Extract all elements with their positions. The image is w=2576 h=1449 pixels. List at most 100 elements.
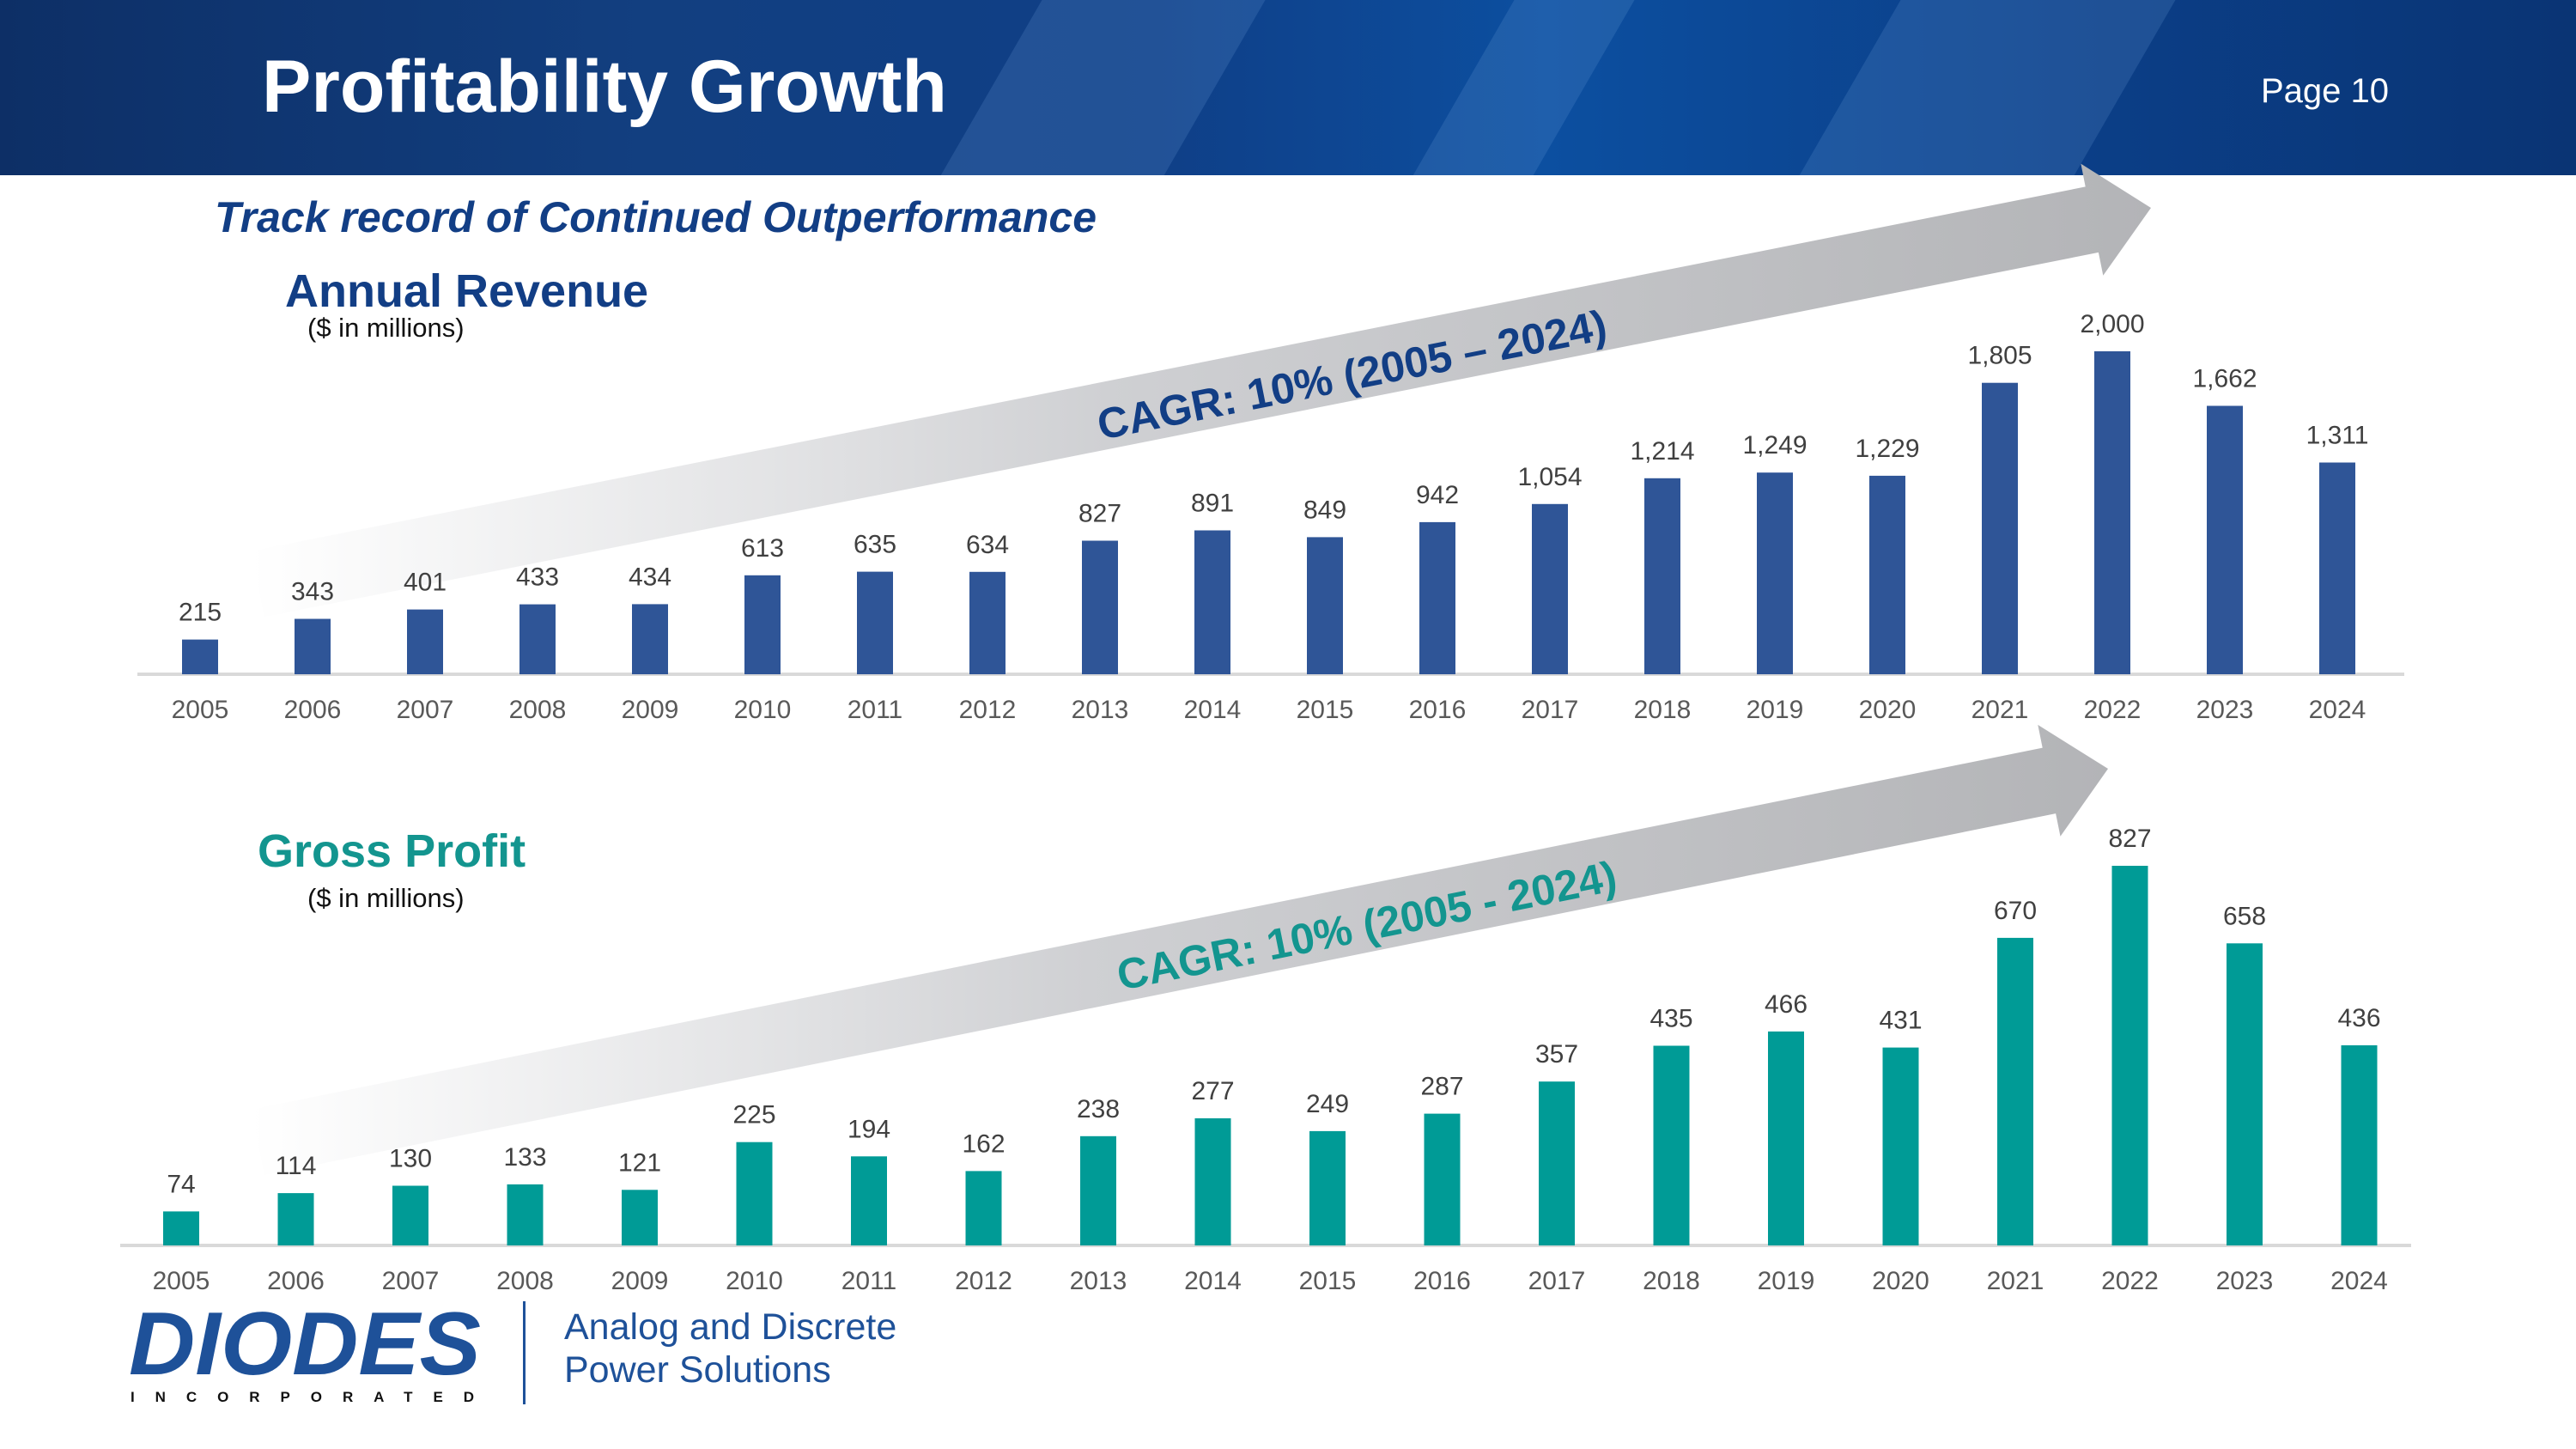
profit-bar xyxy=(1653,1045,1690,1245)
profit-value-label: 435 xyxy=(1649,1005,1692,1033)
profit-tick-label: 2017 xyxy=(1528,1267,1586,1295)
profit-value-label: 357 xyxy=(1535,1040,1578,1068)
revenue-value-label: 1,805 xyxy=(1967,342,2032,370)
profit-bar xyxy=(1194,1118,1231,1245)
profit-value-label: 658 xyxy=(2223,902,2266,930)
profit-bar xyxy=(2111,866,2148,1245)
header-banner: Profitability Growth Page 10 xyxy=(0,0,2576,175)
revenue-tick-label: 2008 xyxy=(509,696,567,724)
profit-value-label: 114 xyxy=(276,1152,317,1180)
profit-tick-label: 2016 xyxy=(1413,1267,1471,1295)
revenue-value-label: 1,662 xyxy=(2192,365,2257,393)
logo-divider xyxy=(523,1301,526,1404)
revenue-bar xyxy=(2207,405,2243,674)
profit-bar xyxy=(163,1211,199,1245)
profit-bar xyxy=(507,1184,544,1245)
revenue-tick-label: 2012 xyxy=(959,696,1017,724)
revenue-bar xyxy=(2319,462,2355,674)
profit-chart-title: Gross Profit xyxy=(258,825,526,877)
revenue-bar xyxy=(1644,478,1680,674)
profit-bar xyxy=(1080,1135,1116,1245)
revenue-tick-label: 2022 xyxy=(2084,696,2142,724)
profit-bar xyxy=(622,1190,658,1245)
revenue-value-label: 635 xyxy=(854,531,896,559)
revenue-tick-label: 2018 xyxy=(1634,696,1692,724)
profit-tick-label: 2018 xyxy=(1643,1267,1700,1295)
revenue-bar xyxy=(1757,472,1793,674)
profit-tick-label: 2023 xyxy=(2216,1267,2274,1295)
profit-cagr-arrow-shape xyxy=(251,724,2108,1176)
revenue-bar xyxy=(519,604,556,674)
revenue-value-label: 343 xyxy=(291,578,334,606)
profit-bar xyxy=(392,1185,428,1245)
revenue-bar xyxy=(744,575,781,674)
revenue-value-label: 401 xyxy=(404,569,447,597)
revenue-tick-label: 2020 xyxy=(1859,696,1917,724)
revenue-value-label: 891 xyxy=(1191,490,1234,518)
revenue-value-label: 849 xyxy=(1303,496,1346,524)
tagline-line1: Analog and Discrete xyxy=(564,1306,897,1348)
profit-value-label: 431 xyxy=(1879,1007,1922,1035)
revenue-bar-chart: CAGR: 10% (2005 – 2024)21520053432006401… xyxy=(137,163,2404,724)
profit-value-label: 225 xyxy=(732,1101,775,1129)
profit-value-label: 466 xyxy=(1765,990,1807,1019)
profit-value-label: 436 xyxy=(2337,1004,2380,1032)
profit-value-label: 133 xyxy=(503,1143,546,1172)
revenue-tick-label: 2014 xyxy=(1184,696,1242,724)
revenue-tick-label: 2019 xyxy=(1747,696,1804,724)
revenue-tick-label: 2017 xyxy=(1522,696,1579,724)
revenue-value-label: 1,249 xyxy=(1742,431,1807,460)
profit-value-label: 194 xyxy=(848,1115,890,1143)
profit-bar xyxy=(965,1171,1002,1245)
profit-bar xyxy=(2227,943,2263,1245)
revenue-tick-label: 2016 xyxy=(1409,696,1467,724)
profit-tick-label: 2024 xyxy=(2330,1267,2388,1295)
profit-tick-label: 2010 xyxy=(726,1267,783,1295)
revenue-tick-label: 2006 xyxy=(284,696,342,724)
revenue-bar xyxy=(1082,540,1118,674)
profit-tick-label: 2019 xyxy=(1758,1267,1815,1295)
revenue-bar xyxy=(182,639,218,674)
profit-value-label: 130 xyxy=(389,1145,432,1173)
profit-bar xyxy=(736,1142,773,1245)
profit-value-label: 121 xyxy=(618,1148,661,1177)
profit-tick-label: 2008 xyxy=(496,1267,554,1295)
revenue-tick-label: 2010 xyxy=(734,696,792,724)
logo-wordmark: DIODES xyxy=(129,1306,481,1394)
revenue-bar xyxy=(632,604,668,674)
profit-bar xyxy=(2341,1045,2378,1245)
revenue-cagr-arrow-shape xyxy=(251,163,2152,618)
profit-bar xyxy=(1424,1113,1461,1245)
revenue-bar xyxy=(1532,503,1568,674)
profit-tick-label: 2007 xyxy=(382,1267,440,1295)
profit-tick-label: 2005 xyxy=(153,1267,210,1295)
revenue-value-label: 1,311 xyxy=(2306,422,2369,450)
revenue-bar xyxy=(407,609,443,674)
revenue-tick-label: 2009 xyxy=(622,696,679,724)
revenue-bar xyxy=(1982,382,2018,674)
revenue-tick-label: 2011 xyxy=(848,696,903,724)
profit-value-label: 162 xyxy=(962,1129,1005,1158)
slide-subtitle: Track record of Continued Outperformance xyxy=(215,193,1097,241)
revenue-bar xyxy=(1419,521,1455,674)
tagline-line2: Power Solutions xyxy=(564,1349,831,1391)
profit-bar xyxy=(1539,1081,1575,1245)
revenue-tick-label: 2023 xyxy=(2196,696,2254,724)
profit-bar-chart: CAGR: 10% (2005 - 2024) 74 2005 114 2006 130 2… xyxy=(120,724,2411,1295)
revenue-value-label: 1,214 xyxy=(1630,437,1694,466)
revenue-value-label: 1,054 xyxy=(1517,463,1582,491)
revenue-bar xyxy=(1869,475,1905,674)
revenue-unit-note: ($ in millions) xyxy=(307,313,465,343)
revenue-tick-label: 2021 xyxy=(1971,696,2029,724)
revenue-value-label: 1,229 xyxy=(1855,435,1919,463)
profit-bar xyxy=(851,1156,887,1245)
revenue-value-label: 2,000 xyxy=(2080,310,2144,338)
revenue-value-label: 433 xyxy=(516,563,559,592)
revenue-bar xyxy=(295,618,331,674)
revenue-value-label: 634 xyxy=(966,531,1009,559)
profit-cagr-arrow: CAGR: 10% (2005 - 2024) xyxy=(251,724,2108,1176)
revenue-bar xyxy=(1307,537,1343,674)
profit-bar xyxy=(277,1193,314,1245)
revenue-tick-label: 2007 xyxy=(397,696,454,724)
